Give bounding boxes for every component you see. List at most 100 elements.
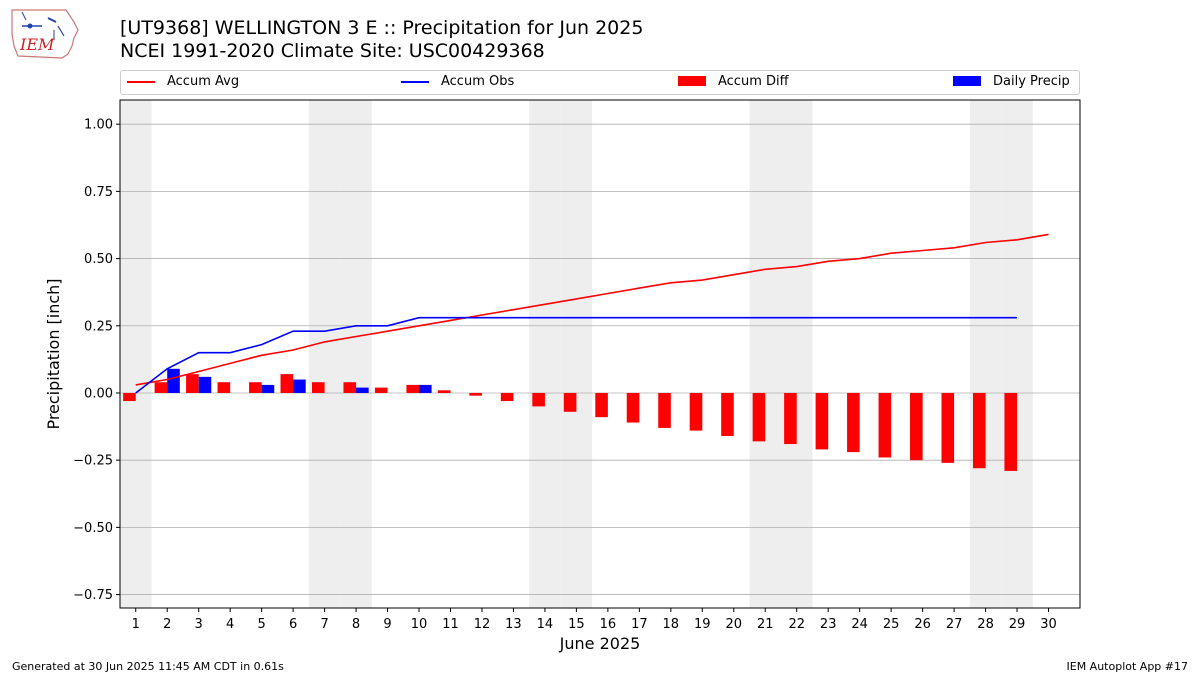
y-tick-label: 0.75 — [84, 185, 113, 200]
x-tick-label: 26 — [914, 617, 931, 632]
accum-obs-line — [135, 316, 1017, 394]
legend-swatch-accum-diff — [678, 76, 706, 86]
x-tick-label: 13 — [505, 617, 522, 632]
x-tick-label: 15 — [568, 617, 585, 632]
x-tick-label: 24 — [851, 617, 868, 632]
weekend-band — [308, 100, 341, 608]
x-tick-label: 10 — [411, 617, 428, 632]
accum-diff-bar — [972, 392, 986, 469]
daily-precip-bar — [167, 368, 180, 393]
weekend-band — [120, 100, 152, 608]
x-tick-label: 21 — [757, 617, 774, 632]
y-tick-label: 0.25 — [84, 319, 113, 334]
weekend-band — [529, 100, 561, 608]
accum-diff-bar — [689, 392, 703, 431]
accum-diff-bar — [406, 384, 420, 393]
accum-diff-bar — [595, 392, 608, 418]
accum-diff-bar — [500, 392, 514, 402]
x-axis-label: June 2025 — [559, 634, 641, 653]
y-tick-label: −0.50 — [73, 521, 113, 536]
weekend-band — [780, 100, 813, 608]
weekend-band — [749, 100, 781, 608]
daily-precip-bar — [261, 384, 275, 393]
x-tick-label: 28 — [977, 617, 994, 632]
accum-diff-bar — [437, 390, 451, 393]
y-axis: −0.75 −0.50 −0.25 0.00 0.25 0.50 0.75 1.00 — [73, 118, 120, 603]
weekend-band — [340, 100, 372, 608]
iem-iowa-logo-icon — [11, 9, 79, 59]
weekend-band — [560, 100, 593, 608]
daily-precip-bar — [198, 376, 212, 393]
accum-diff-bar — [312, 382, 325, 393]
lines — [135, 233, 1049, 394]
x-tick-label: 23 — [820, 617, 837, 632]
accum-diff-bar — [910, 392, 923, 461]
x-tick-label: 19 — [694, 617, 711, 632]
x-tick-label: 17 — [631, 617, 648, 632]
legend-label-accum-avg: Accum Avg — [167, 74, 240, 89]
legend-swatch-accum-obs — [401, 81, 429, 83]
accum-diff-bar — [878, 392, 892, 458]
gridlines — [120, 123, 1080, 595]
accum-diff-bar — [280, 374, 294, 393]
chart-subtitle: NCEI 1991-2020 Climate Site: USC00429368 — [120, 40, 545, 62]
daily-precip-bar — [293, 379, 306, 393]
x-tick-label: 4 — [226, 617, 234, 632]
generated-timestamp: Generated at 30 Jun 2025 11:45 AM CDT in… — [12, 660, 284, 673]
bars — [123, 368, 1018, 471]
x-tick-label: 22 — [788, 617, 805, 632]
logo-text: IEM — [19, 35, 55, 54]
x-tick-label: 7 — [320, 617, 328, 632]
x-tick-label: 11 — [442, 617, 459, 632]
accum-diff-bar — [217, 382, 231, 393]
accum-diff-bar — [941, 392, 955, 463]
legend-swatch-accum-avg — [127, 81, 155, 83]
accum-diff-bar — [784, 392, 797, 445]
x-tick-label: 16 — [600, 617, 617, 632]
y-axis-label: Precipitation [inch] — [44, 278, 63, 429]
accum-diff-bar — [154, 382, 168, 393]
y-tick-label: −0.75 — [73, 588, 113, 603]
chart-legend: Accum Avg Accum Obs Accum Diff Daily Pre… — [120, 70, 1080, 95]
x-tick-label: 3 — [195, 617, 203, 632]
weekend-shading — [120, 100, 1033, 608]
accum-diff-bar — [1004, 392, 1018, 471]
accum-diff-bar — [815, 392, 829, 450]
x-axis: 1 2 3 4 5 6 7 8 9 10 11 12 13 14 15 16 17 18 19 20 21 22 23 24 2… — [132, 608, 1057, 632]
x-tick-label: 25 — [883, 617, 900, 632]
app-id: IEM Autoplot App #17 — [1066, 660, 1189, 673]
x-tick-label: 14 — [537, 617, 554, 632]
x-tick-label: 9 — [383, 617, 391, 632]
x-tick-label: 5 — [257, 617, 265, 632]
y-tick-label: 0.50 — [84, 252, 113, 267]
legend-swatch-daily-precip — [953, 76, 981, 86]
accum-diff-bar — [658, 392, 671, 428]
accum-diff-bar — [721, 392, 734, 436]
x-tick-label: 12 — [474, 617, 491, 632]
y-tick-label: −0.25 — [73, 454, 113, 469]
y-tick-label: 0.00 — [84, 386, 113, 401]
weekend-band — [969, 100, 1002, 608]
daily-precip-bar — [419, 384, 432, 393]
plot-frame — [119, 99, 1081, 609]
legend-label-accum-diff: Accum Diff — [718, 74, 789, 89]
x-tick-label: 8 — [352, 617, 360, 632]
accum-diff-bar — [626, 392, 640, 423]
daily-precip-bar — [356, 387, 369, 393]
accum-diff-bar — [374, 387, 388, 393]
chart-title: [UT9368] WELLINGTON 3 E :: Precipitation… — [120, 17, 644, 39]
accum-diff-bar — [343, 382, 357, 393]
accum-diff-bar — [123, 392, 136, 402]
accum-diff-bar — [847, 392, 860, 453]
accum-diff-bar — [532, 392, 545, 407]
accum-diff-bar — [249, 382, 262, 393]
x-tick-label: 20 — [725, 617, 742, 632]
x-tick-label: 2 — [163, 617, 171, 632]
accum-diff-bar — [186, 374, 199, 393]
legend-label-accum-obs: Accum Obs — [441, 74, 515, 89]
x-tick-label: 29 — [1009, 617, 1026, 632]
accum-diff-bar — [563, 392, 577, 412]
x-tick-label: 18 — [663, 617, 680, 632]
x-tick-label: 30 — [1040, 617, 1057, 632]
